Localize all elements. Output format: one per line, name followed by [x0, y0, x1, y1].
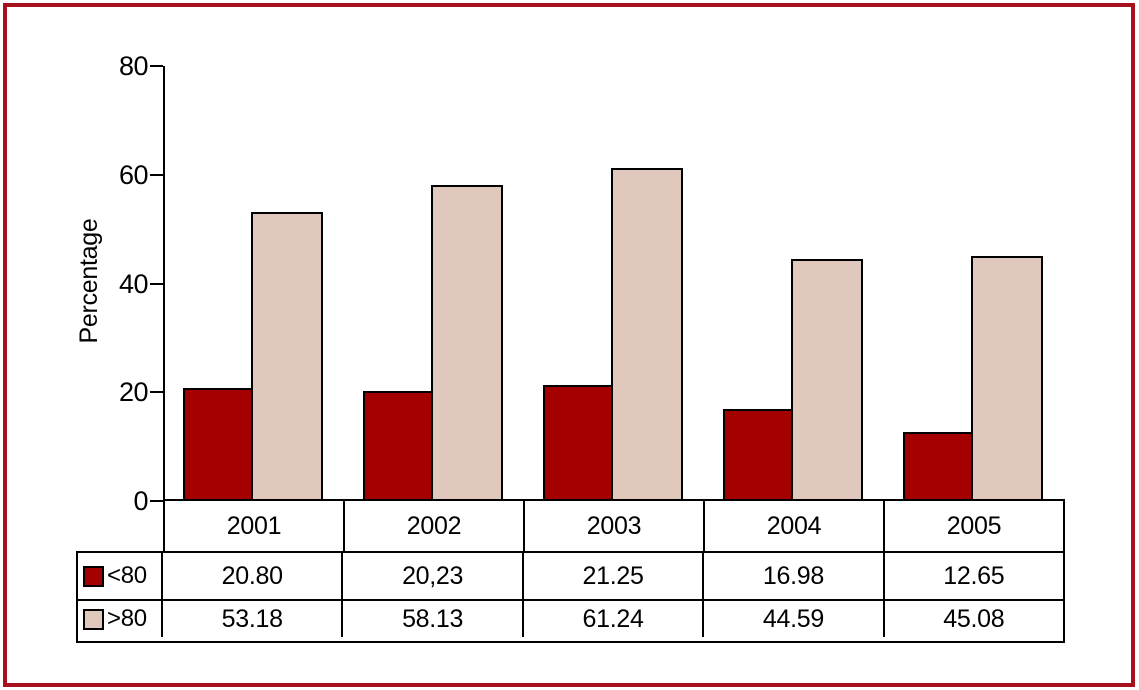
- bar-<80-2004: [723, 409, 793, 501]
- value-cell: 21.25: [524, 553, 705, 599]
- legend-swatch-lt80: [83, 565, 104, 587]
- legend-label: <80: [107, 562, 147, 589]
- y-tick-label: 80: [118, 51, 149, 81]
- table-row: <80 20.80 20,23 21.25 16.98 12.65: [78, 553, 1063, 601]
- bar-<80-2001: [183, 388, 253, 501]
- bar->80-2001: [251, 212, 323, 501]
- value-cell: 61.24: [524, 601, 705, 637]
- y-tick-mark: [150, 500, 163, 502]
- value-cell: 44.59: [704, 601, 885, 637]
- year-header-row: 2001 2002 2003 2004 2005: [163, 499, 1065, 553]
- bar->80-2002: [431, 185, 503, 501]
- legend-label: >80: [107, 605, 147, 632]
- data-table: <80 20.80 20,23 21.25 16.98 12.65 >80 53.18 58.1…: [76, 551, 1065, 643]
- year-cell: 2001: [165, 501, 345, 551]
- year-cell: 2004: [705, 501, 885, 551]
- y-tick-label: 40: [118, 269, 149, 299]
- value-cell: 20,23: [343, 553, 524, 599]
- value-cell: 45.08: [943, 604, 1005, 633]
- y-tick-mark: [150, 174, 163, 176]
- value-cell: 53.18: [163, 601, 344, 637]
- year-cell: 2002: [345, 501, 525, 551]
- bar->80-2005: [971, 256, 1043, 501]
- bar-<80-2003: [543, 385, 613, 501]
- year-cell: 2005: [946, 511, 1002, 540]
- y-tick-mark: [150, 283, 163, 285]
- y-tick-label: 60: [118, 160, 149, 190]
- legend-cell: >80: [78, 601, 163, 637]
- y-tick-label: 20: [118, 377, 149, 407]
- y-axis: [163, 66, 165, 501]
- legend-cell: <80: [78, 553, 163, 599]
- value-cell: 12.65: [943, 561, 1005, 590]
- bar->80-2004: [791, 259, 863, 501]
- value-cell: 20.80: [163, 553, 344, 599]
- bar->80-2003: [611, 168, 683, 501]
- value-cell: 58.13: [343, 601, 524, 637]
- table-row: >80 53.18 58.13 61.24 44.59 45.08: [78, 601, 1063, 637]
- value-cell: 16.98: [704, 553, 885, 599]
- y-tick-label: 0: [133, 486, 148, 516]
- bar-<80-2005: [903, 432, 973, 501]
- legend-swatch-gt80: [83, 608, 104, 630]
- year-cell: 2003: [525, 501, 705, 551]
- bar-<80-2002: [363, 391, 433, 501]
- y-tick-mark: [150, 391, 163, 393]
- y-tick-mark: [150, 65, 163, 67]
